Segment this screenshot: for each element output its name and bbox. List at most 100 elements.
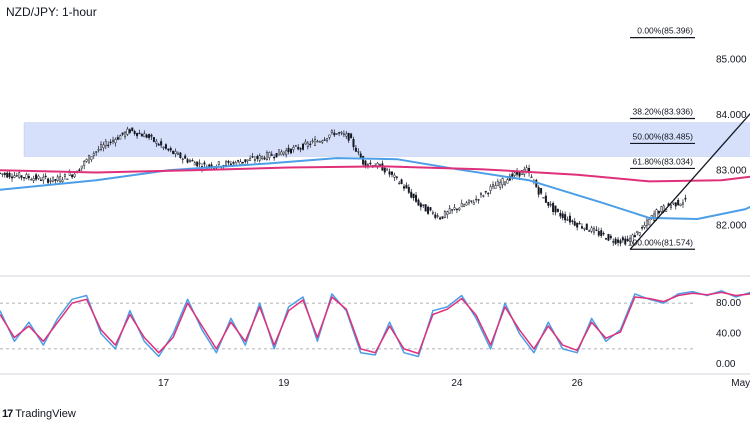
candle-body [354,147,357,152]
candle-body [78,169,81,171]
candle-body [273,156,276,159]
candle-body [463,204,466,207]
brand-label: TradingView [15,408,76,420]
candle-body [338,132,341,134]
fib-level-label: 38.20%(83.936) [633,106,694,116]
candle-body [138,132,141,135]
candle-body [294,145,297,147]
candle-body [198,162,201,165]
tradingview-brand[interactable]: 17 TradingView [2,408,76,420]
candle-body [42,176,45,181]
candle-body [131,127,134,132]
candle-body [583,227,586,230]
candle-body [479,193,482,196]
candle-body [30,179,33,181]
fib-level-label: 50.00%(83.485) [633,131,694,141]
candle-body [297,146,300,150]
candle-body [472,202,475,205]
candle-body [429,207,432,211]
candle-body [3,172,6,175]
candle-body [677,199,680,206]
price-tick-label: 85.000 [716,55,747,66]
candle-body [80,165,83,169]
candle-body [511,173,514,177]
candle-body [229,163,232,166]
candle-body [83,160,86,166]
candle-body [657,210,660,214]
candle-body [162,146,165,149]
candle-body [451,209,454,211]
candle-body [506,179,509,184]
candle-body [645,219,648,226]
candle-body [400,179,403,184]
candle-body [292,147,295,150]
candle-body [576,222,579,228]
candle-body [121,132,124,135]
candle-body [270,154,273,156]
candle-body [251,156,254,158]
candle-body [422,204,425,206]
candle-body [378,164,381,166]
candle-body [275,152,278,158]
candle-body [333,132,336,136]
stochastic-k-line [0,290,750,358]
candle-body [530,176,533,179]
candle-body [73,173,76,178]
candle-body [369,162,372,165]
grid-layer [0,275,750,375]
candle-body [470,200,473,202]
chart-title: NZD/JPY: 1-hour [6,5,97,19]
candle-body [597,231,600,236]
candle-body [258,155,261,161]
candle-body [44,175,47,178]
candle-body [554,205,557,213]
candle-body [157,143,160,146]
candle-body [20,175,23,178]
candle-body [684,197,687,200]
candle-body [102,144,105,149]
candle-body [18,172,21,179]
candle-body [492,184,494,187]
candle-body [679,203,682,206]
stochastic-d-line [0,291,750,355]
candle-body [638,232,641,236]
candle-body [559,212,562,217]
candle-body [453,207,456,210]
candle-body [246,159,249,162]
candle-body [109,141,112,144]
candle-body [261,155,264,159]
candle-body [602,232,605,235]
candle-body [66,178,69,180]
candle-body [56,176,59,181]
candle-body [280,151,283,156]
candle-body [350,133,353,139]
candle-body [660,206,663,213]
candle-body [549,204,552,206]
candle-body [439,217,442,220]
candle-body [487,192,490,195]
candle-body [407,187,410,193]
candle-body [265,152,268,161]
candle-body [309,143,312,146]
candle-body [566,219,569,221]
candle-body [136,132,139,137]
candle-body [126,128,129,135]
candle-body [97,149,100,151]
candle-body [174,151,177,155]
candle-body [607,233,610,241]
candle-body [542,197,545,199]
candle-body [95,151,98,153]
candle-body [32,178,35,181]
candle-body [388,171,391,175]
candle-body [160,141,163,146]
candle-body [600,230,603,236]
candle-body [256,155,259,159]
candle-body [239,161,242,165]
candle-body [167,148,170,151]
candle-body [143,133,146,138]
candle-body [588,230,591,232]
candle-body [13,175,16,178]
candle-body [208,164,211,167]
oscillator-tick-label: 40.00 [716,329,741,340]
